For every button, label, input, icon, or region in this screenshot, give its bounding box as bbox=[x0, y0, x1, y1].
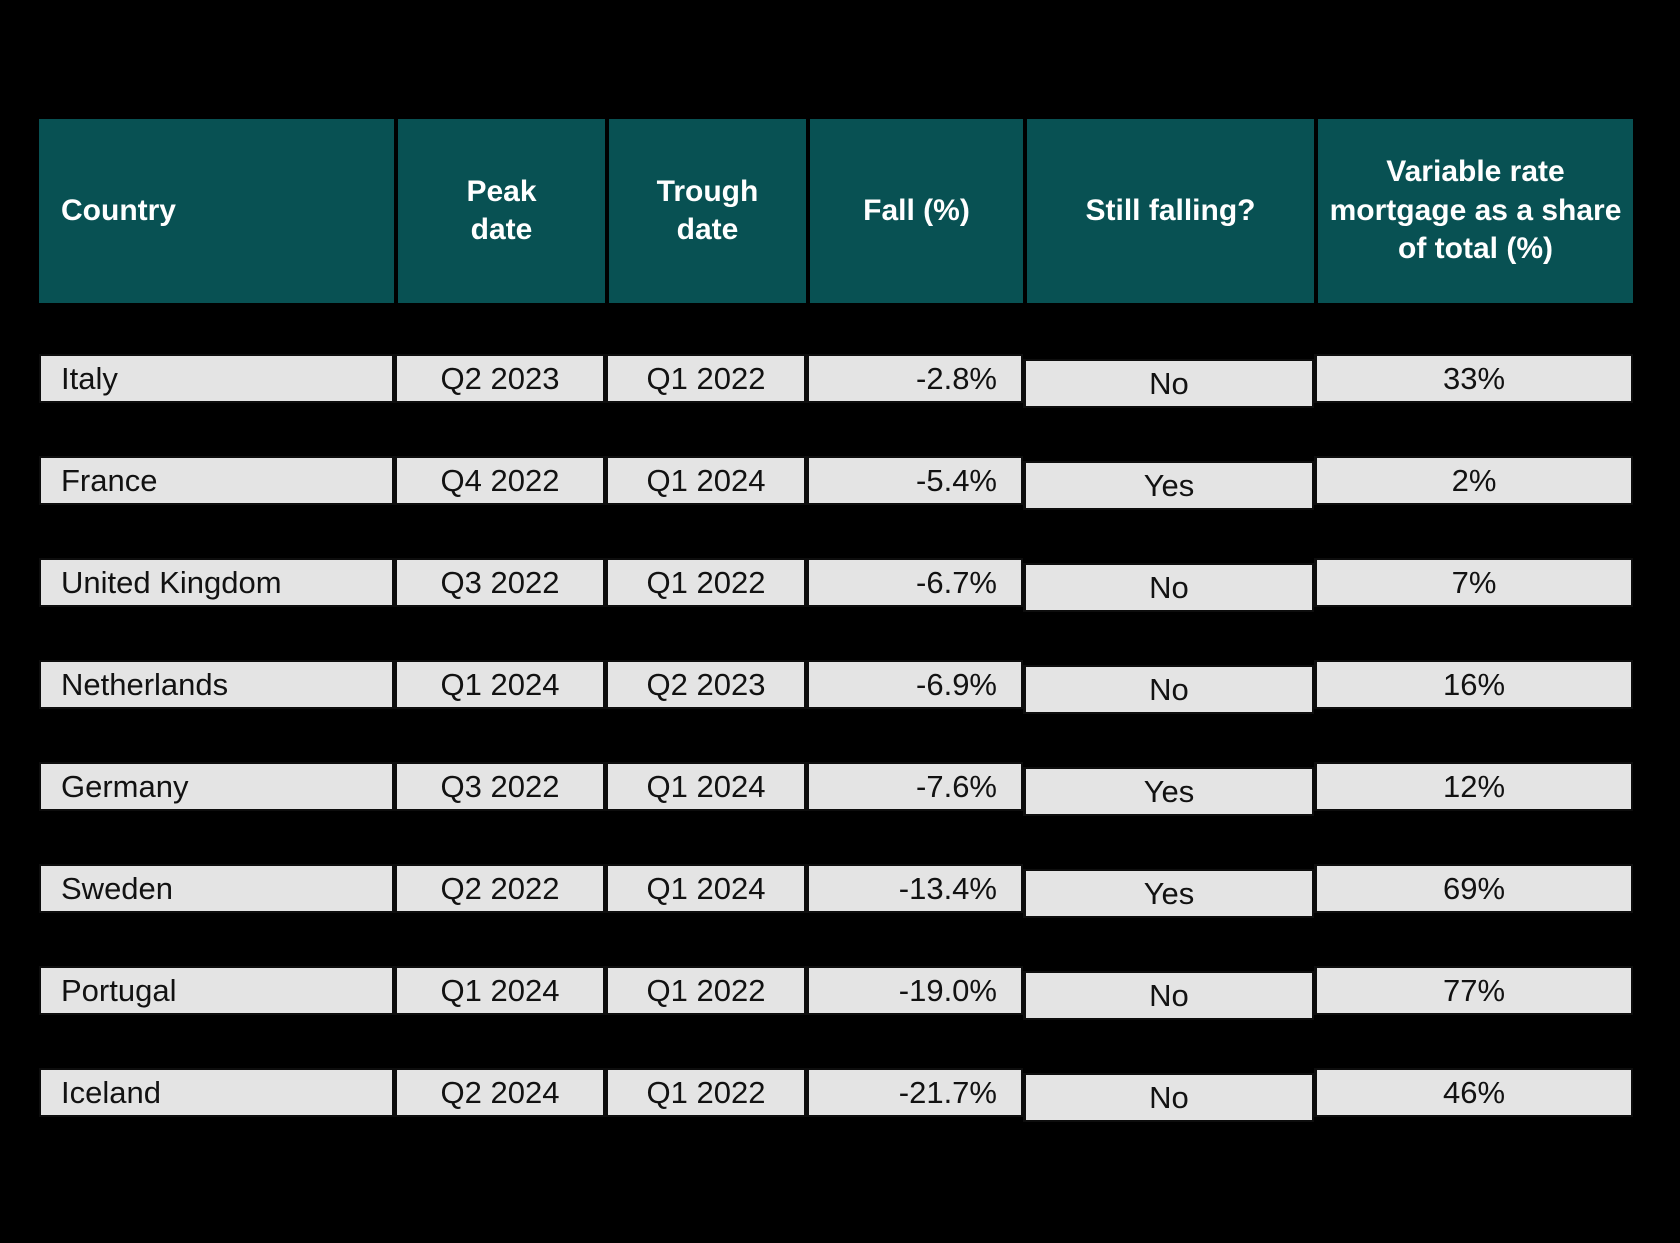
cell-still-falling: No bbox=[1023, 971, 1314, 1020]
cell-variable-share: 46% bbox=[1314, 1068, 1633, 1117]
cell-fall-pct: -7.6% bbox=[806, 762, 1023, 811]
cell-peak-date: Q4 2022 bbox=[394, 456, 605, 505]
cell-fall-pct: -2.8% bbox=[806, 354, 1023, 403]
header-cell-still-falling: Still falling? bbox=[1023, 119, 1314, 303]
cell-country: Sweden bbox=[39, 864, 394, 913]
cell-variable-share: 77% bbox=[1314, 966, 1633, 1015]
cell-country: Portugal bbox=[39, 966, 394, 1015]
cell-still-falling: Yes bbox=[1023, 461, 1314, 510]
cell-country: Netherlands bbox=[39, 660, 394, 709]
cell-still-falling: No bbox=[1023, 665, 1314, 714]
cell-trough-date: Q1 2024 bbox=[605, 864, 806, 913]
cell-country: United Kingdom bbox=[39, 558, 394, 607]
cell-fall-pct: -5.4% bbox=[806, 456, 1023, 505]
cell-still-falling: Yes bbox=[1023, 767, 1314, 816]
cell-trough-date: Q2 2023 bbox=[605, 660, 806, 709]
cell-still-falling: Yes bbox=[1023, 869, 1314, 918]
cell-fall-pct: -19.0% bbox=[806, 966, 1023, 1015]
table-row: Netherlands Q1 2024 Q2 2023 -6.9% No 16% bbox=[39, 660, 1633, 714]
cell-trough-date: Q1 2022 bbox=[605, 354, 806, 403]
cell-country: Italy bbox=[39, 354, 394, 403]
cell-fall-pct: -6.7% bbox=[806, 558, 1023, 607]
cell-peak-date: Q2 2022 bbox=[394, 864, 605, 913]
cell-fall-pct: -21.7% bbox=[806, 1068, 1023, 1117]
cell-variable-share: 16% bbox=[1314, 660, 1633, 709]
cell-peak-date: Q3 2022 bbox=[394, 558, 605, 607]
cell-variable-share: 2% bbox=[1314, 456, 1633, 505]
cell-trough-date: Q1 2022 bbox=[605, 966, 806, 1015]
cell-peak-date: Q2 2023 bbox=[394, 354, 605, 403]
cell-country: Germany bbox=[39, 762, 394, 811]
header-cell-peak-date: Peak date bbox=[394, 119, 605, 303]
table-row: France Q4 2022 Q1 2024 -5.4% Yes 2% bbox=[39, 456, 1633, 510]
cell-fall-pct: -6.9% bbox=[806, 660, 1023, 709]
cell-trough-date: Q1 2024 bbox=[605, 762, 806, 811]
cell-still-falling: No bbox=[1023, 563, 1314, 612]
cell-still-falling: No bbox=[1023, 359, 1314, 408]
cell-trough-date: Q1 2022 bbox=[605, 1068, 806, 1117]
cell-peak-date: Q1 2024 bbox=[394, 966, 605, 1015]
cell-variable-share: 12% bbox=[1314, 762, 1633, 811]
table-header-row: Country Peak date Trough date Fall (%) S… bbox=[39, 119, 1633, 303]
header-cell-variable-share: Variable rate mortgage as a share of tot… bbox=[1314, 119, 1633, 303]
cell-country: Iceland bbox=[39, 1068, 394, 1117]
table-row: Sweden Q2 2022 Q1 2024 -13.4% Yes 69% bbox=[39, 864, 1633, 918]
cell-still-falling: No bbox=[1023, 1073, 1314, 1122]
table-row: United Kingdom Q3 2022 Q1 2022 -6.7% No … bbox=[39, 558, 1633, 612]
header-cell-fall-pct: Fall (%) bbox=[806, 119, 1023, 303]
table-row: Italy Q2 2023 Q1 2022 -2.8% No 33% bbox=[39, 354, 1633, 408]
mortgage-house-price-table: Country Peak date Trough date Fall (%) S… bbox=[39, 119, 1633, 1122]
table-row: Germany Q3 2022 Q1 2024 -7.6% Yes 12% bbox=[39, 762, 1633, 816]
cell-variable-share: 69% bbox=[1314, 864, 1633, 913]
cell-trough-date: Q1 2024 bbox=[605, 456, 806, 505]
header-cell-country: Country bbox=[39, 119, 394, 303]
table-row: Iceland Q2 2024 Q1 2022 -21.7% No 46% bbox=[39, 1068, 1633, 1122]
cell-country: France bbox=[39, 456, 394, 505]
cell-trough-date: Q1 2022 bbox=[605, 558, 806, 607]
cell-peak-date: Q3 2022 bbox=[394, 762, 605, 811]
table-row: Portugal Q1 2024 Q1 2022 -19.0% No 77% bbox=[39, 966, 1633, 1020]
header-cell-trough-date: Trough date bbox=[605, 119, 806, 303]
cell-peak-date: Q1 2024 bbox=[394, 660, 605, 709]
cell-variable-share: 33% bbox=[1314, 354, 1633, 403]
cell-peak-date: Q2 2024 bbox=[394, 1068, 605, 1117]
cell-fall-pct: -13.4% bbox=[806, 864, 1023, 913]
cell-variable-share: 7% bbox=[1314, 558, 1633, 607]
